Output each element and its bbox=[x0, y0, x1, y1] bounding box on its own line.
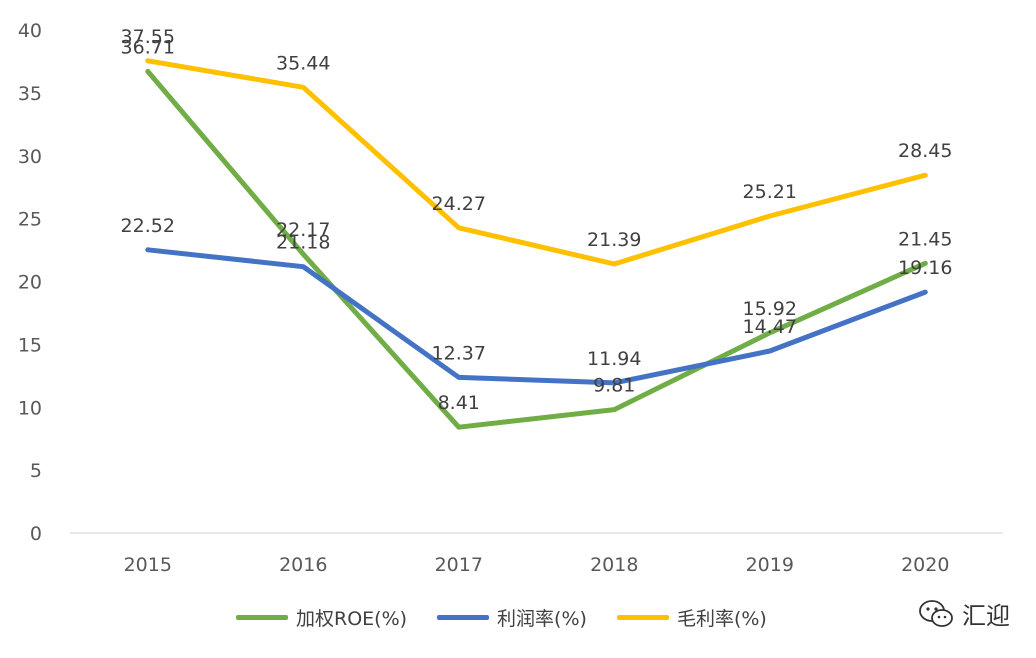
legend-label: 利润率(%) bbox=[497, 608, 587, 630]
data-label: 9.81 bbox=[593, 375, 635, 397]
series-lines bbox=[145, 58, 928, 430]
data-label: 14.47 bbox=[743, 316, 797, 338]
y-tick-label: 15 bbox=[18, 334, 42, 356]
watermark-text: 汇迎 bbox=[962, 602, 1010, 630]
series-line-0 bbox=[145, 68, 928, 430]
x-tick-label: 2015 bbox=[124, 554, 172, 576]
data-label: 21.39 bbox=[587, 229, 641, 251]
data-labels: 36.71 22.17 8.41 9.81 15.92 21.45 22.52 21.18 12… bbox=[121, 26, 953, 414]
data-label: 22.17 bbox=[276, 219, 330, 241]
legend-swatch bbox=[616, 615, 669, 620]
data-label: 28.45 bbox=[898, 140, 952, 162]
y-tick-label: 25 bbox=[18, 209, 42, 231]
y-axis: 0 5 10 15 20 25 30 35 40 bbox=[18, 20, 42, 545]
data-label: 25.21 bbox=[743, 181, 797, 203]
data-label: 11.94 bbox=[587, 348, 641, 370]
data-label: 37.55 bbox=[121, 26, 175, 48]
data-label: 24.27 bbox=[432, 193, 486, 215]
data-label: 35.44 bbox=[276, 52, 330, 74]
data-label: 22.52 bbox=[121, 215, 175, 237]
series-line-1 bbox=[145, 247, 928, 386]
y-tick-label: 0 bbox=[30, 523, 42, 545]
legend-item: 毛利率(%) bbox=[616, 604, 767, 631]
legend-swatch bbox=[236, 615, 288, 620]
data-label: 21.45 bbox=[898, 228, 952, 250]
data-label: 19.16 bbox=[898, 257, 952, 279]
y-tick-label: 10 bbox=[18, 397, 42, 419]
y-tick-label: 30 bbox=[18, 146, 42, 168]
legend-item: 加权ROE(%) bbox=[236, 604, 407, 631]
legend-swatch bbox=[437, 615, 490, 620]
data-label: 8.41 bbox=[438, 392, 480, 414]
data-label: 15.92 bbox=[743, 298, 797, 320]
y-tick-label: 5 bbox=[30, 460, 42, 482]
y-tick-label: 35 bbox=[18, 83, 42, 105]
legend-label: 毛利率(%) bbox=[676, 608, 767, 630]
x-axis: 2015 2016 2017 2018 2019 2020 bbox=[70, 532, 1003, 576]
y-tick-label: 40 bbox=[18, 20, 42, 42]
legend: 加权ROE(%) 利润率(%) 毛利率(%) bbox=[236, 604, 767, 631]
data-label: 21.18 bbox=[276, 232, 330, 254]
data-label: 36.71 bbox=[121, 36, 175, 58]
x-tick-label: 2016 bbox=[279, 554, 327, 576]
legend-label: 加权ROE(%) bbox=[296, 608, 408, 630]
series-line-2 bbox=[145, 58, 928, 267]
legend-item: 利润率(%) bbox=[437, 604, 587, 631]
data-label: 12.37 bbox=[432, 342, 486, 364]
x-tick-label: 2018 bbox=[590, 554, 638, 576]
wechat-icon bbox=[919, 599, 953, 627]
y-tick-label: 20 bbox=[18, 272, 42, 294]
x-tick-label: 2019 bbox=[746, 554, 794, 576]
x-tick-label: 2020 bbox=[901, 554, 949, 576]
watermark: 汇迎 bbox=[918, 596, 1010, 631]
x-tick-label: 2017 bbox=[435, 554, 483, 576]
